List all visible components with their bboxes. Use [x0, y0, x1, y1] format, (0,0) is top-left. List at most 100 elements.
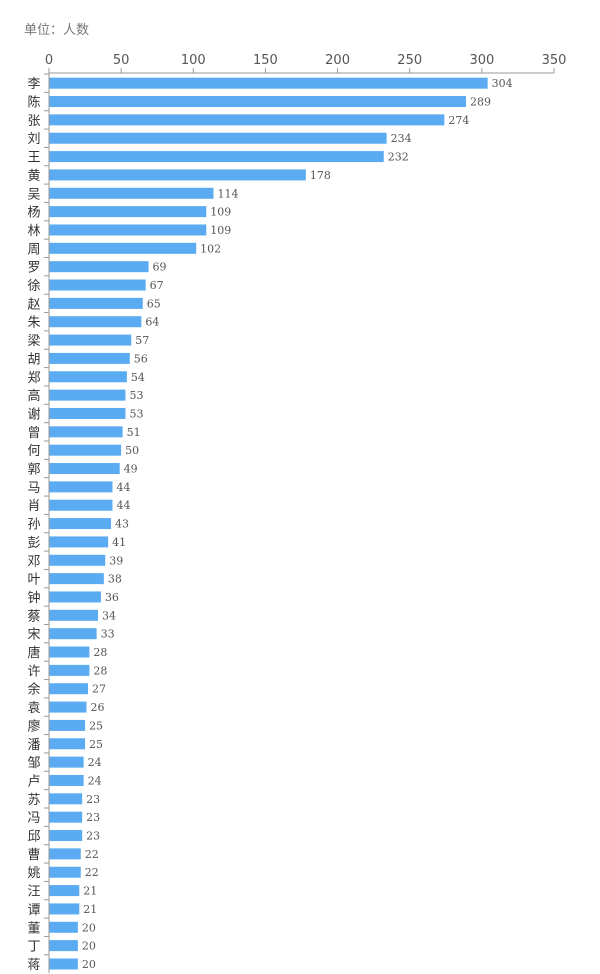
bar [49, 206, 207, 218]
bar [49, 609, 99, 621]
data-label: 23 [86, 811, 100, 824]
data-label: 234 [391, 132, 412, 145]
bar [49, 683, 88, 695]
x-tick-label: 100 [181, 53, 206, 68]
category-label: 朱 [27, 316, 40, 331]
x-tick-label: 0 [45, 53, 53, 68]
category-label: 林 [27, 224, 40, 239]
bar [49, 242, 197, 254]
category-label: 钟 [27, 590, 40, 606]
data-label: 25 [89, 738, 103, 751]
x-tick-label: 300 [469, 53, 494, 68]
bar [49, 371, 127, 383]
bar [49, 279, 146, 291]
bar [49, 664, 90, 676]
category-label: 唐 [27, 645, 40, 661]
data-label: 28 [93, 646, 107, 659]
data-label: 24 [88, 774, 102, 787]
category-label: 曾 [27, 426, 40, 441]
category-label: 郑 [27, 371, 40, 386]
category-label: 陈 [27, 95, 40, 111]
bar [49, 848, 81, 860]
bar [49, 830, 83, 842]
category-label: 周 [27, 242, 40, 257]
data-label: 54 [131, 371, 145, 384]
category-label: 孙 [27, 518, 40, 533]
data-label: 232 [388, 151, 409, 164]
bar [49, 628, 97, 640]
data-label: 21 [83, 885, 97, 898]
x-tick-label: 150 [253, 53, 278, 68]
data-label: 26 [91, 701, 105, 714]
bar [49, 921, 78, 933]
category-label: 谭 [27, 903, 40, 918]
bar [49, 793, 83, 805]
bar [49, 573, 104, 585]
data-label: 56 [134, 352, 148, 365]
data-label: 64 [145, 316, 159, 329]
category-label: 董 [27, 921, 40, 936]
data-label: 102 [200, 242, 221, 255]
category-label: 姚 [27, 866, 40, 881]
x-tick-label: 200 [325, 53, 350, 68]
data-label: 67 [150, 279, 164, 292]
data-label: 53 [129, 407, 143, 420]
data-label: 22 [85, 848, 99, 861]
data-label: 33 [101, 628, 115, 641]
data-label: 69 [153, 261, 167, 274]
data-label: 20 [82, 958, 96, 971]
category-label: 谢 [27, 406, 40, 422]
bar [49, 499, 113, 511]
data-label: 24 [88, 756, 102, 769]
bar [49, 719, 86, 731]
category-label: 张 [27, 114, 40, 129]
bar [49, 407, 126, 419]
bar [49, 389, 126, 401]
category-label: 徐 [27, 279, 40, 294]
bar [49, 774, 84, 786]
category-label: 廖 [27, 718, 40, 734]
bar [49, 444, 122, 456]
data-label: 114 [217, 187, 238, 200]
data-label: 22 [85, 866, 99, 879]
bar [49, 738, 86, 750]
bar [49, 940, 78, 952]
x-tick-label: 50 [113, 53, 130, 68]
bar [49, 756, 84, 768]
category-label: 罗 [27, 261, 40, 276]
bar [49, 885, 80, 897]
data-label: 41 [112, 536, 126, 549]
data-label: 304 [492, 77, 513, 90]
bar [49, 169, 306, 181]
category-label: 卢 [27, 773, 40, 789]
data-label: 25 [89, 719, 103, 732]
category-label: 郭 [27, 462, 40, 478]
category-label: 蒋 [27, 958, 40, 973]
data-label: 109 [210, 206, 231, 219]
data-label: 50 [125, 444, 139, 457]
category-label: 汪 [27, 885, 40, 900]
data-label: 34 [102, 609, 116, 622]
bar [49, 96, 466, 108]
category-label: 许 [27, 664, 40, 679]
category-label: 潘 [27, 738, 40, 753]
data-label: 21 [83, 903, 97, 916]
x-tick-label: 250 [397, 53, 422, 68]
data-label: 44 [116, 481, 130, 494]
category-label: 彭 [27, 536, 40, 551]
bar [49, 261, 149, 273]
data-label: 38 [108, 573, 122, 586]
bar [49, 132, 387, 144]
bar [49, 536, 109, 548]
category-label: 宋 [27, 628, 40, 643]
bar [49, 114, 445, 126]
category-label: 黄 [27, 169, 40, 184]
bar [49, 151, 384, 163]
data-label: 20 [82, 940, 96, 953]
data-label: 65 [147, 297, 161, 310]
category-label: 胡 [27, 352, 40, 367]
category-label: 邱 [27, 830, 40, 845]
category-label: 杨 [27, 206, 40, 221]
category-label: 袁 [27, 701, 40, 716]
